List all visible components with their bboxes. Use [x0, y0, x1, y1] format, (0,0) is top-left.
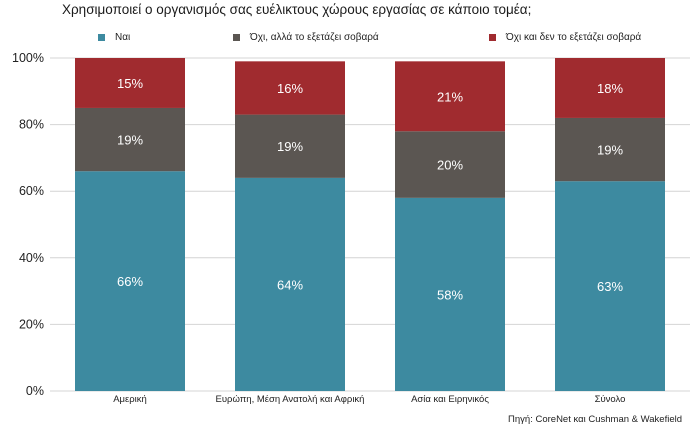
legend-item-not-considering: Όχι και δεν το εξετάζει σοβαρά [489, 30, 641, 44]
legend-swatch-considering [233, 33, 240, 41]
legend-item-yes: Ναι [98, 30, 130, 44]
legend-swatch-yes [98, 33, 105, 41]
legend-label-not-considering: Όχι και δεν το εξετάζει σοβαρά [506, 31, 642, 43]
bar-segment-1 [395, 131, 505, 198]
bar-segment-0 [75, 171, 185, 391]
y-tick-label: 40% [19, 251, 44, 265]
bar-segment-2 [555, 58, 665, 118]
data-label: 19% [117, 133, 143, 148]
data-label: 58% [437, 287, 463, 302]
source-note: Πηγή: CoreNet και Cushman & Wakefield [508, 414, 682, 425]
data-label: 18% [597, 81, 623, 96]
data-label: 19% [597, 143, 623, 158]
data-label: 64% [277, 277, 303, 292]
legend-swatch-not-considering [489, 33, 496, 41]
data-label: 15% [117, 76, 143, 91]
bar-segment-0 [235, 177, 345, 391]
y-tick-label: 60% [19, 184, 44, 198]
bar-segment-2 [75, 58, 185, 108]
x-tick-label: Αμερική [113, 394, 147, 405]
bar-segment-2 [235, 61, 345, 115]
data-label: 63% [597, 279, 623, 294]
bar-segment-0 [555, 181, 665, 391]
legend-label-yes: Ναι [115, 31, 131, 43]
chart-title: Χρησιμοποιεί ο οργανισμός σας ευέλικτους… [62, 2, 532, 17]
data-label: 16% [277, 81, 303, 96]
y-tick-label: 0% [26, 384, 44, 398]
legend-item-considering: Όχι, αλλά το εξετάζει σοβαρά [233, 30, 379, 44]
x-tick-label: Σύνολο [595, 394, 626, 405]
y-tick-label: 20% [19, 317, 44, 331]
bar-segment-0 [395, 197, 505, 391]
bar-segment-1 [555, 117, 665, 182]
y-tick-label: 80% [19, 118, 44, 132]
bar-segment-1 [75, 107, 185, 172]
y-tick-label: 100% [12, 51, 44, 65]
data-label: 66% [117, 274, 143, 289]
bar-segment-1 [235, 114, 345, 178]
legend-label-considering: Όχι, αλλά το εξετάζει σοβαρά [250, 31, 379, 43]
data-label: 19% [277, 139, 303, 154]
x-tick-label: Ευρώπη, Μέση Ανατολή και Αφρική [216, 394, 365, 405]
x-tick-label: Ασία και Ειρηνικός [411, 394, 489, 405]
bar-segment-2 [395, 61, 505, 132]
data-label: 21% [437, 89, 463, 104]
data-label: 20% [437, 158, 463, 173]
